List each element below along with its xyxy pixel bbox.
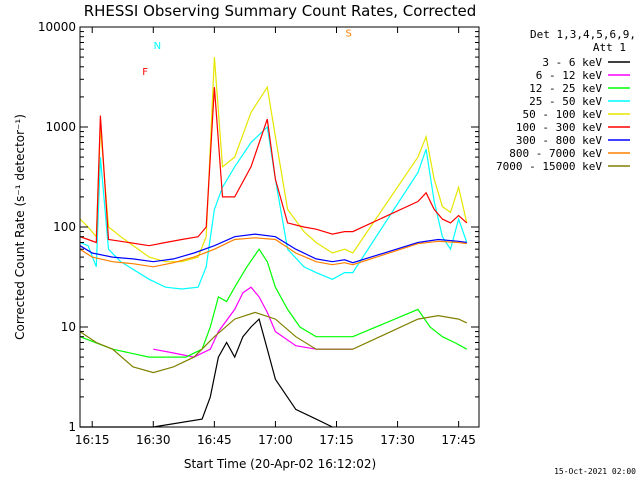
series-line-3 [79, 248, 468, 358]
y-tick-label-2: 10 [61, 320, 76, 334]
x-tick-label-4: 17:00 [258, 433, 293, 447]
legend-label-6: 100 - 300 keV [516, 121, 602, 134]
series-line-8 [79, 237, 467, 268]
y-axis-label: Corrected Count Rate (s⁻¹ detector⁻¹) [13, 114, 27, 340]
y-tick-label-5: 10000 [38, 20, 76, 34]
series-line-7 [79, 233, 467, 264]
legend-label-2: 6 - 12 keV [536, 69, 603, 82]
x-tick-label-6: 17:30 [380, 433, 415, 447]
annotation-f: F [142, 67, 148, 78]
plot-frame [79, 26, 480, 428]
y-tick-label-1: 1 [68, 420, 76, 434]
plot-marks: N F S [79, 29, 468, 428]
axis-ticks: 16:15 16:30 16:45 17:00 17:15 17:30 17:45 1 10 10… [38, 20, 479, 447]
legend-label-8: 800 - 7000 keV [509, 147, 602, 160]
legend-label-3: 12 - 25 keV [529, 82, 602, 95]
legend-label-9: 7000 - 15000 keV [496, 160, 602, 173]
legend-label-5: 50 - 100 keV [523, 108, 603, 121]
series-line-9 [79, 311, 468, 374]
legend-label-7: 300 - 800 keV [516, 134, 602, 147]
y-tick-label-4: 1000 [45, 120, 76, 134]
footer-stamp: 15-Oct-2021 02:00 [554, 467, 636, 476]
legend-header-line2: Att 1 [593, 41, 626, 54]
series-line-2 [153, 286, 353, 358]
x-tick-label-5: 17:15 [319, 433, 354, 447]
x-tick-label-3: 16:45 [197, 433, 232, 447]
series-line-1 [80, 317, 333, 428]
series-line-6 [79, 87, 468, 247]
legend-label-4: 25 - 50 keV [529, 95, 602, 108]
chart-title: RHESSI Observing Summary Count Rates, Co… [84, 2, 477, 20]
x-axis-label: Start Time (20-Apr-02 16:12:02) [184, 457, 376, 471]
annotation-s: S [346, 29, 352, 40]
series-line-5 [79, 57, 468, 263]
legend-header-line1: Det 1,3,4,5,6,9, [530, 28, 636, 41]
x-tick-label-2: 16:30 [136, 433, 171, 447]
annotation-n: N [154, 41, 161, 52]
x-tick-label-1: 16:15 [75, 433, 110, 447]
legend-label-1: 3 - 6 keV [542, 56, 602, 69]
series-line-4 [79, 125, 468, 290]
y-tick-label-3: 100 [53, 220, 76, 234]
x-tick-label-7: 17:45 [441, 433, 476, 447]
